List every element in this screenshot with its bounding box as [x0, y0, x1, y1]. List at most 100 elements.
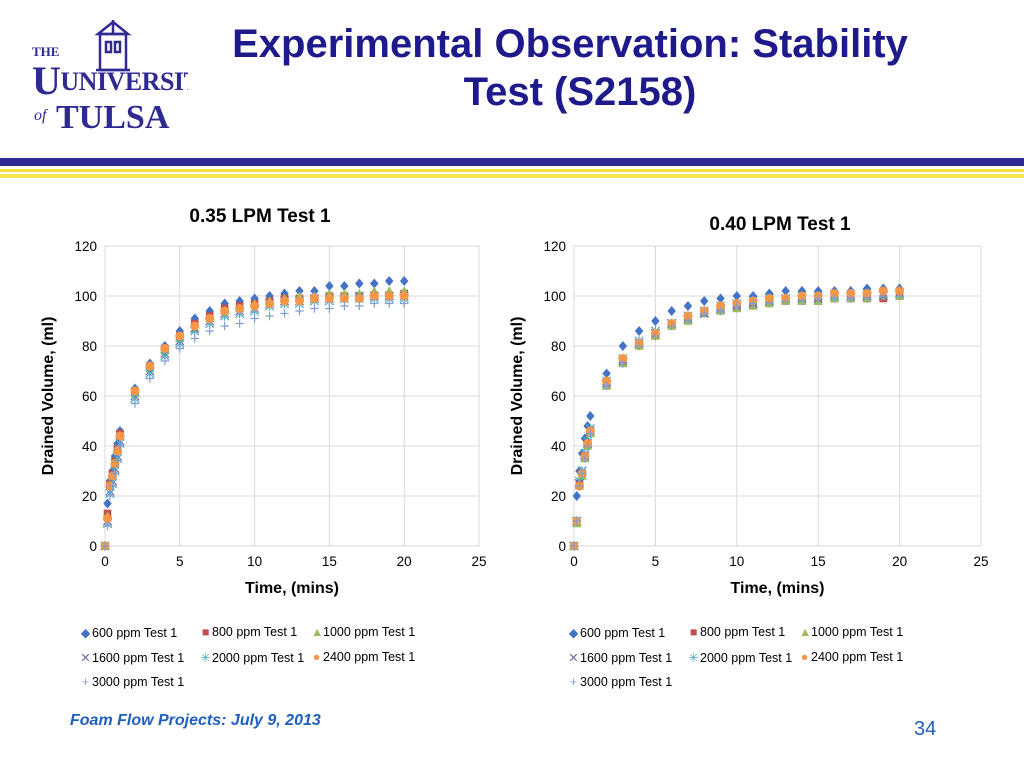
- data-point: [205, 314, 215, 323]
- data-point: [115, 431, 125, 441]
- slide-title-line-2: Test (S2158): [463, 70, 697, 114]
- legend-plus-marker: +: [569, 675, 578, 689]
- x-tick-label: 15: [322, 554, 337, 569]
- legend-item: ✕1600 ppm Test 1: [80, 650, 184, 665]
- legend-item: ▲1000 ppm Test 1: [799, 625, 903, 639]
- data-point: [103, 521, 112, 531]
- slide-title-line-1: Experimental Observation: Stability: [232, 22, 908, 66]
- data-point: [634, 341, 644, 351]
- data-point: [105, 491, 115, 501]
- y-axis-label: Drained Volume, (ml): [509, 317, 526, 476]
- data-point: [814, 294, 823, 303]
- legend-x-marker: ✕: [568, 651, 579, 665]
- legend-label: 2400 ppm Test 1: [323, 650, 416, 664]
- data-point: [310, 304, 319, 313]
- data-point: [634, 326, 644, 336]
- chart-0-35-lpm: 0.35 LPM Test 1 0 5 10 15 20 25 0 20 40 60 80 100 120…: [8, 190, 508, 695]
- legend-triangle-marker: ▲: [799, 625, 812, 639]
- data-point: [716, 306, 725, 316]
- legend-label: 600 ppm Test 1: [92, 626, 178, 640]
- legend-item: ▲1000 ppm Test 1: [311, 625, 415, 639]
- chart-plot-left: 0.35 LPM Test 1 0 5 10 15 20 25 0 20 40 60 80 100 120…: [40, 206, 487, 597]
- legend-diamond-marker: ◆: [568, 626, 579, 640]
- data-point: [618, 359, 628, 368]
- legend-item: ● 2400 ppm Test 1: [799, 650, 903, 664]
- legend-item: ✳2000 ppm Test 1: [688, 650, 792, 665]
- data-point: [250, 301, 260, 311]
- data-point: [781, 296, 790, 306]
- data-point: [846, 294, 855, 303]
- y-tick-label: 40: [551, 439, 566, 454]
- y-tick-label: 40: [82, 439, 97, 454]
- data-point: [205, 306, 214, 316]
- legend-label: 1000 ppm Test 1: [323, 625, 416, 639]
- x-tick-label: 20: [892, 554, 907, 569]
- legend-item: +3000 ppm Test 1: [568, 675, 672, 689]
- data-point: [781, 286, 790, 296]
- header-rule: [0, 158, 1024, 180]
- legend-label: 2000 ppm Test 1: [700, 651, 793, 665]
- legend-item: ✳2000 ppm Test 1: [200, 650, 304, 665]
- data-point: [683, 316, 693, 326]
- legend-item: ■ 800 ppm Test 1: [688, 625, 786, 639]
- data-point: [280, 309, 289, 318]
- data-point: [340, 281, 349, 291]
- y-tick-label: 100: [74, 289, 97, 304]
- legend-item: ■ 800 ppm Test 1: [200, 625, 298, 639]
- y-tick-label: 0: [558, 539, 566, 554]
- y-tick-label: 100: [543, 289, 566, 304]
- data-point: [667, 321, 676, 331]
- data-point: [110, 469, 120, 478]
- data-point: [295, 286, 304, 296]
- x-tick-label: 25: [973, 554, 988, 569]
- data-point: [572, 516, 581, 526]
- data-point: [103, 498, 112, 509]
- y-tick-label: 60: [551, 389, 566, 404]
- data-point: [586, 429, 595, 438]
- legend-item: +3000 ppm Test 1: [80, 675, 184, 689]
- data-point: [830, 294, 839, 303]
- x-tick-label: 0: [570, 554, 578, 569]
- legend-label: 600 ppm Test 1: [580, 626, 666, 640]
- x-tick-label: 20: [397, 554, 412, 569]
- logo-tulsa: TULSA: [56, 99, 170, 136]
- chart-title: 0.40 LPM Test 1: [709, 214, 851, 235]
- data-point: [764, 294, 774, 303]
- legend-square-marker: ■: [201, 625, 210, 639]
- legend-label: 2000 ppm Test 1: [212, 651, 305, 665]
- legend-square-marker: ■: [689, 625, 698, 639]
- data-point: [716, 301, 726, 311]
- data-point: [265, 311, 274, 321]
- legend-label: 800 ppm Test 1: [700, 625, 786, 639]
- data-point: [683, 311, 693, 321]
- data-point: [651, 316, 660, 326]
- x-axis-label: Time, (mins): [245, 580, 339, 597]
- data-point: [325, 304, 334, 313]
- x-tick-label: 5: [652, 554, 660, 569]
- x-tick-label: 25: [471, 554, 486, 569]
- data-point: [112, 446, 122, 456]
- data-point: [295, 306, 304, 316]
- data-point: [602, 381, 611, 391]
- page-number: 34: [914, 718, 937, 740]
- data-point: [602, 376, 612, 386]
- y-tick-label: 120: [74, 239, 97, 254]
- data-point: [145, 374, 155, 383]
- legend-star-marker: ✳: [200, 651, 211, 665]
- x-tick-label: 15: [811, 554, 826, 569]
- data-point: [235, 304, 245, 313]
- data-point: [354, 294, 364, 303]
- x-axis-label: Time, (mins): [731, 580, 825, 597]
- y-axis-label: Drained Volume, (ml): [40, 317, 57, 476]
- data-point: [102, 514, 112, 523]
- data-point: [895, 286, 905, 296]
- legend-item: ● 2400 ppm Test 1: [311, 650, 415, 664]
- y-tick-label: 60: [82, 389, 97, 404]
- y-tick-label: 80: [82, 339, 97, 354]
- data-point: [667, 306, 676, 316]
- data-point: [651, 331, 660, 341]
- data-point: [310, 286, 319, 296]
- data-point: [765, 299, 774, 308]
- data-point: [108, 481, 117, 491]
- data-point: [130, 386, 140, 396]
